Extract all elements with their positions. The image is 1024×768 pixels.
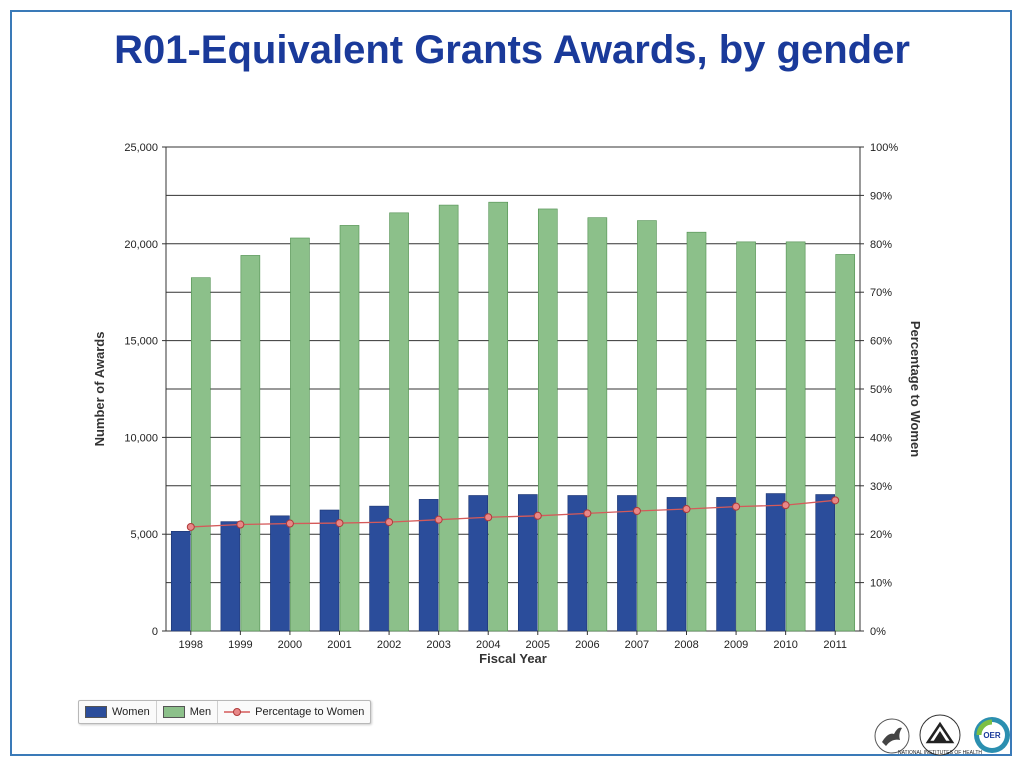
- y2-tick-label: 50%: [870, 384, 892, 396]
- percentage-point: [831, 496, 840, 505]
- x-tick-label: 2011: [823, 639, 847, 651]
- percentage-point: [682, 505, 691, 514]
- oer-logo-text: OER: [983, 731, 1001, 740]
- x-tick-label: 2007: [625, 639, 649, 651]
- x-tick-label: 2010: [773, 639, 797, 651]
- y2-tick-label: 90%: [870, 190, 892, 202]
- y-tick-label: 25,000: [124, 142, 158, 154]
- x-tick-label: 2003: [426, 639, 450, 651]
- chart-legend: Women Men Percentage to Women: [78, 700, 372, 724]
- bar-women: [468, 495, 489, 632]
- bar-men: [537, 208, 558, 632]
- legend-label-women: Women: [112, 706, 150, 718]
- bar-men: [438, 204, 459, 632]
- legend-item-percentage: Percentage to Women: [218, 701, 370, 723]
- y-tick-label: 20,000: [124, 239, 158, 251]
- bar-women: [517, 494, 538, 632]
- y2-tick-label: 20%: [870, 529, 892, 541]
- y-tick-label: 10,000: [124, 432, 158, 444]
- bar-women: [170, 530, 191, 632]
- x-tick-label: 2008: [674, 639, 698, 651]
- oer-logo-icon: OER: [974, 717, 1010, 753]
- percentage-point: [434, 515, 443, 524]
- x-tick-label: 1998: [179, 639, 203, 651]
- y-axis-title: Number of Awards: [92, 332, 107, 447]
- percentage-point: [285, 519, 294, 528]
- legend-swatch-women: [85, 706, 107, 718]
- bar-women: [220, 521, 241, 632]
- legend-swatch-men: [162, 706, 185, 718]
- bar-women: [369, 505, 389, 632]
- y2-tick-label: 70%: [870, 287, 892, 299]
- bar-women: [270, 515, 290, 632]
- percentage-point: [632, 506, 641, 515]
- nih-logo-icon: NATIONAL INSTITUTES OF HEALTH: [898, 714, 982, 756]
- bar-women: [418, 499, 439, 632]
- y2-tick-label: 10%: [870, 578, 892, 590]
- y-tick-label: 15,000: [124, 336, 158, 348]
- grant-awards-chart: 0 5,000 10,000 15,000 20,000 25,000 0% 10% 20% 30…: [92, 142, 923, 666]
- bar-women: [716, 497, 736, 632]
- y-tick-label: 0: [152, 626, 158, 638]
- y2-tick-label: 40%: [870, 432, 892, 444]
- percentage-point: [583, 509, 592, 518]
- x-tick-label: 2009: [724, 639, 748, 651]
- bar-men: [785, 241, 806, 632]
- x-tick-label: 2000: [278, 639, 302, 651]
- percentage-point: [335, 519, 344, 528]
- percentage-point: [533, 511, 542, 520]
- hhs-eagle-logo-icon: [874, 718, 910, 754]
- slide-title: R01-Equivalent Grants Awards, by gender: [114, 28, 910, 72]
- legend-label-percentage: Percentage to Women: [255, 706, 365, 718]
- bar-men: [835, 254, 856, 632]
- x-tick-label: 2005: [526, 639, 550, 651]
- bar-women: [567, 495, 588, 632]
- percentage-line: [190, 499, 836, 528]
- y2-tick-label: 100%: [870, 142, 898, 154]
- nih-logo-text: NATIONAL INSTITUTES OF HEALTH: [898, 750, 982, 756]
- agency-logos: NATIONAL INSTITUTES OF HEALTH OER: [874, 714, 1010, 756]
- x-tick-label: 1999: [228, 639, 252, 651]
- bar-men: [190, 277, 211, 632]
- x-tick-label: 2006: [575, 639, 599, 651]
- percentage-point: [484, 513, 493, 522]
- percentage-point: [236, 520, 245, 529]
- bar-men: [389, 212, 409, 632]
- x-tick-label: 2004: [476, 639, 500, 651]
- x-tick-label: 2001: [327, 639, 351, 651]
- y2-tick-label: 30%: [870, 481, 892, 493]
- bar-men: [587, 217, 608, 632]
- percentage-point: [732, 502, 741, 511]
- bar-women: [617, 495, 637, 632]
- bar-men: [488, 201, 509, 632]
- y-tick-label: 5,000: [130, 529, 158, 541]
- bar-women: [666, 497, 687, 632]
- bar-women: [815, 494, 836, 632]
- legend-item-men: Men: [157, 701, 219, 723]
- y2-tick-label: 0%: [870, 626, 886, 638]
- bar-men: [686, 231, 707, 632]
- bar-men: [240, 255, 261, 632]
- percentage-point: [186, 522, 195, 531]
- legend-item-women: Women: [79, 701, 157, 723]
- y2-tick-label: 60%: [870, 336, 892, 348]
- percentage-point: [385, 518, 394, 527]
- bar-men: [637, 220, 657, 632]
- y2-tick-label: 80%: [870, 239, 892, 251]
- legend-line-marker-icon: [224, 708, 251, 716]
- bar-women: [319, 509, 340, 632]
- legend-label-men: Men: [189, 706, 212, 718]
- bar-men: [290, 237, 310, 632]
- y2-axis-title: Percentage to Women: [908, 321, 923, 457]
- bar-women: [765, 493, 786, 632]
- bar-men: [339, 225, 360, 632]
- percentage-point: [781, 501, 790, 510]
- x-axis-title: Fiscal Year: [479, 651, 547, 666]
- bar-men: [736, 241, 756, 632]
- x-tick-label: 2002: [377, 639, 401, 651]
